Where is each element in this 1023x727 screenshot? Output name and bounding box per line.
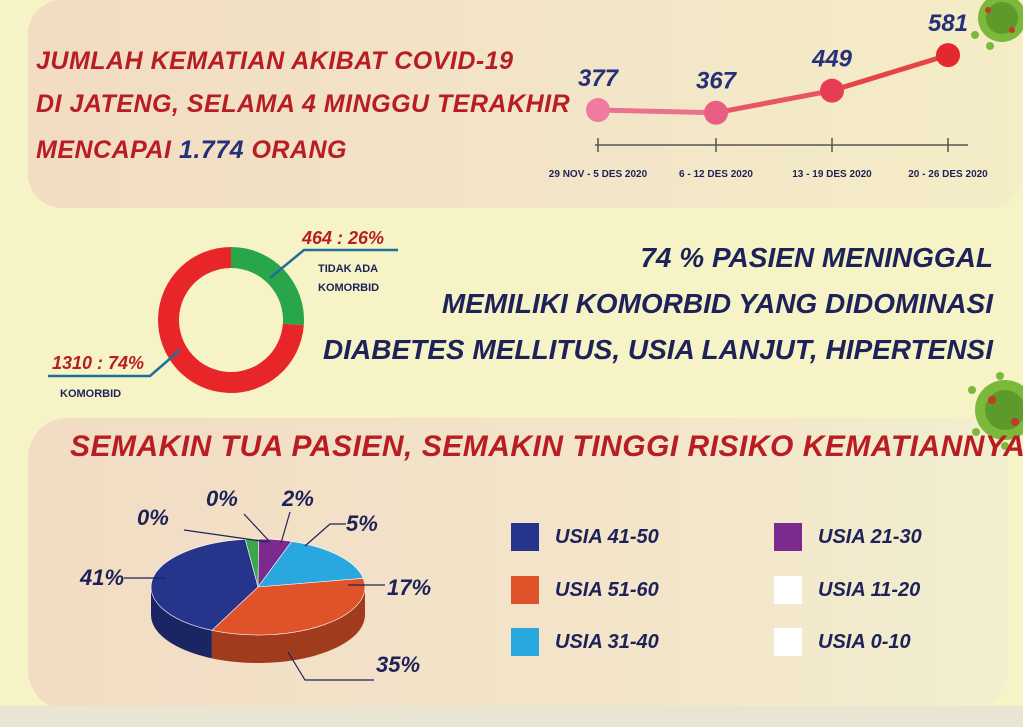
slice-label: KOMORBID xyxy=(60,388,121,400)
x-tick-label: 6 - 12 DES 2020 xyxy=(679,169,753,180)
legend-label: USIA 11-20 xyxy=(818,578,921,601)
headline-total-number: 1.774 xyxy=(178,136,244,164)
pie-slice xyxy=(211,577,366,636)
data-label: 5% xyxy=(346,511,378,536)
legend-item: USIA 41-50 xyxy=(511,523,659,551)
series-line-segment xyxy=(713,88,835,116)
bottom-strip xyxy=(0,706,1023,727)
legend-label: USIA 31-40 xyxy=(555,630,659,653)
series-line-segment xyxy=(595,107,719,116)
legend-item: USIA 0-10 xyxy=(774,628,911,656)
pie-slice xyxy=(257,541,364,588)
legend-label: USIA 0-10 xyxy=(818,630,911,653)
data-point xyxy=(704,100,728,125)
leader-line xyxy=(287,651,374,681)
donut-slice xyxy=(231,247,304,326)
risk-title: SEMAKIN TUA PASIEN, SEMAKIN TINGGI RISIK… xyxy=(70,430,1023,463)
leader-line xyxy=(48,349,181,378)
data-label: 0% xyxy=(206,486,238,511)
leader-line xyxy=(183,529,269,543)
headline-prefix: MENCAPAI xyxy=(36,136,179,164)
data-label: 35% xyxy=(376,652,420,677)
top-panel xyxy=(28,0,1023,208)
legend-swatch xyxy=(774,576,802,604)
slice-label: KOMORBID xyxy=(318,282,379,294)
data-label: 581 xyxy=(928,10,968,37)
legend-swatch xyxy=(511,523,539,551)
x-tick-label: 20 - 26 DES 2020 xyxy=(908,169,988,180)
headline-line-3: MENCAPAI 1.774 ORANG xyxy=(36,136,347,165)
data-label: 449 xyxy=(811,46,853,73)
legend-swatch xyxy=(511,628,539,656)
legend-item: USIA 21-30 xyxy=(774,523,922,551)
data-label: 41% xyxy=(79,565,124,590)
comorbid-line-3: DIABETES MELLITUS, USIA LANJUT, HIPERTEN… xyxy=(323,334,993,365)
data-label: 1310 : 74% xyxy=(52,353,144,373)
slice-label: TIDAK ADA xyxy=(318,263,378,275)
x-tick-label: 29 NOV - 5 DES 2020 xyxy=(549,169,648,180)
leader-line xyxy=(243,513,271,543)
legend-label: USIA 21-30 xyxy=(818,525,922,548)
pie-slice-side xyxy=(211,587,365,663)
data-label: 2% xyxy=(281,486,314,511)
pie-slice-side xyxy=(151,587,212,659)
legend-label: USIA 41-50 xyxy=(555,525,659,548)
series-line-segment xyxy=(829,52,951,94)
leader-line xyxy=(280,511,291,544)
legend-swatch xyxy=(774,523,802,551)
data-point xyxy=(820,78,844,103)
legend-swatch xyxy=(511,576,539,604)
legend-item: USIA 11-20 xyxy=(774,576,920,604)
data-point xyxy=(936,43,960,68)
data-label: 377 xyxy=(578,65,620,92)
legend-swatch xyxy=(774,628,802,656)
leader-line xyxy=(304,523,346,547)
data-point xyxy=(586,98,610,123)
x-tick-label: 13 - 19 DES 2020 xyxy=(792,169,872,180)
leader-line xyxy=(269,248,398,279)
comorbid-line-2: MEMILIKI KOMORBID YANG DIDOMINASI xyxy=(441,288,993,319)
data-label: 0% xyxy=(137,505,169,530)
headline-suffix: ORANG xyxy=(244,136,347,164)
legend-item: USIA 31-40 xyxy=(511,628,659,656)
data-label: 17% xyxy=(387,575,431,600)
pie-slice xyxy=(150,539,259,631)
legend-label: USIA 51-60 xyxy=(555,578,659,601)
data-label: 464 : 26% xyxy=(301,228,384,248)
headline-line-1: JUMLAH KEMATIAN AKIBAT COVID-19 xyxy=(36,47,514,75)
legend-item: USIA 51-60 xyxy=(511,576,659,604)
headline-line-2: DI JATENG, SELAMA 4 MINGGU TERAKHIR xyxy=(36,90,571,118)
data-label: 367 xyxy=(696,68,738,95)
comorbid-line-1: 74 % PASIEN MENINGGAL xyxy=(640,242,993,273)
